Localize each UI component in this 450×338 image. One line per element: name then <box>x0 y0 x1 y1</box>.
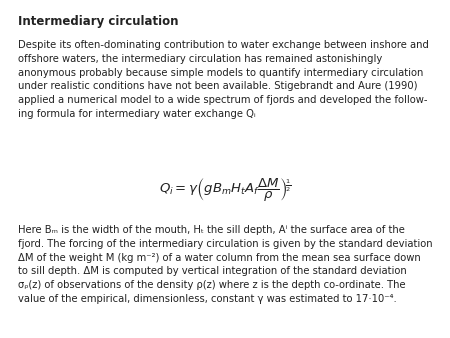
Text: anonymous probably because simple models to quantify intermediary circulation: anonymous probably because simple models… <box>18 68 423 78</box>
Text: offshore waters, the intermediary circulation has remained astonishingly: offshore waters, the intermediary circul… <box>18 54 382 64</box>
Text: to sill depth. ΔM is computed by vertical integration of the standard deviation: to sill depth. ΔM is computed by vertica… <box>18 266 407 276</box>
Text: $Q_i = \gamma \left( g B_m H_t A_f \dfrac{\Delta M}{\rho} \right)^{\!\frac{1}{2}: $Q_i = \gamma \left( g B_m H_t A_f \dfra… <box>159 176 291 203</box>
Text: applied a numerical model to a wide spectrum of fjords and developed the follow-: applied a numerical model to a wide spec… <box>18 95 427 105</box>
Text: ing formula for intermediary water exchange Qᵢ: ing formula for intermediary water excha… <box>18 109 256 119</box>
Text: ΔM of the weight M (kg m⁻²) of a water column from the mean sea surface down: ΔM of the weight M (kg m⁻²) of a water c… <box>18 252 421 263</box>
Text: σᵨ(z) of observations of the density ρ(z) where z is the depth co-ordinate. The: σᵨ(z) of observations of the density ρ(z… <box>18 280 405 290</box>
Text: Here Bₘ is the width of the mouth, Hₜ the sill depth, Aⁱ the surface area of the: Here Bₘ is the width of the mouth, Hₜ th… <box>18 225 405 235</box>
Text: Despite its often-dominating contribution to water exchange between inshore and: Despite its often-dominating contributio… <box>18 40 429 50</box>
Text: fjord. The forcing of the intermediary circulation is given by the standard devi: fjord. The forcing of the intermediary c… <box>18 239 432 249</box>
Text: value of the empirical, dimensionless, constant γ was estimated to 17·10⁻⁴.: value of the empirical, dimensionless, c… <box>18 294 397 304</box>
Text: Intermediary circulation: Intermediary circulation <box>18 15 179 28</box>
Text: under realistic conditions have not been available. Stigebrandt and Aure (1990): under realistic conditions have not been… <box>18 81 418 91</box>
